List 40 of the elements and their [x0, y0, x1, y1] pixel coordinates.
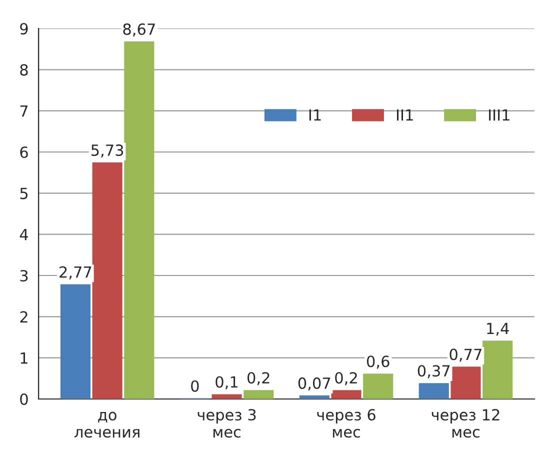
bar — [363, 374, 394, 399]
legend-label: III1 — [489, 109, 510, 121]
bar — [450, 366, 481, 399]
data-label: 0 — [191, 380, 199, 392]
data-label: 0,77 — [450, 348, 482, 362]
y-tick-label: 0 — [20, 393, 28, 406]
data-label: 8,67 — [123, 23, 155, 37]
data-label: 0,6 — [366, 356, 390, 369]
y-tick-label: 9 — [20, 22, 28, 35]
legend-label: II1 — [396, 109, 413, 121]
bar — [124, 41, 154, 399]
legend-label: I1 — [309, 109, 321, 121]
y-tick-label: 2 — [20, 311, 28, 322]
bar — [212, 394, 242, 399]
x-tick-label: через 6 мес — [317, 408, 376, 438]
data-label: 0,1 — [216, 376, 238, 390]
y-tick-label: 4 — [20, 229, 28, 240]
data-label: 0,2 — [335, 372, 357, 386]
y-tick-label: 5 — [20, 188, 28, 200]
bar — [244, 390, 274, 399]
x-tick-label: до лечения — [74, 412, 140, 438]
data-label: 5,73 — [91, 144, 124, 158]
bar — [482, 340, 513, 399]
y-tick-label: 6 — [20, 146, 28, 158]
x-tick-label: через 3 мес — [198, 408, 256, 438]
bar — [299, 395, 330, 399]
data-label: 1,4 — [487, 322, 509, 336]
x-tick-label: через 12 мес — [432, 408, 500, 438]
y-tick-label: 8 — [20, 64, 28, 76]
bar — [60, 284, 90, 399]
data-label: 2,77 — [60, 266, 92, 280]
bar — [418, 383, 449, 399]
y-tick-label: 3 — [20, 270, 28, 282]
bar — [331, 390, 362, 399]
bar — [92, 162, 122, 399]
data-label: 0,37 — [418, 365, 450, 378]
data-label: 0,2 — [248, 372, 270, 386]
y-tick-label: 7 — [20, 106, 28, 117]
data-label: 0,07 — [298, 377, 330, 391]
y-tick-label: 1 — [20, 352, 28, 364]
